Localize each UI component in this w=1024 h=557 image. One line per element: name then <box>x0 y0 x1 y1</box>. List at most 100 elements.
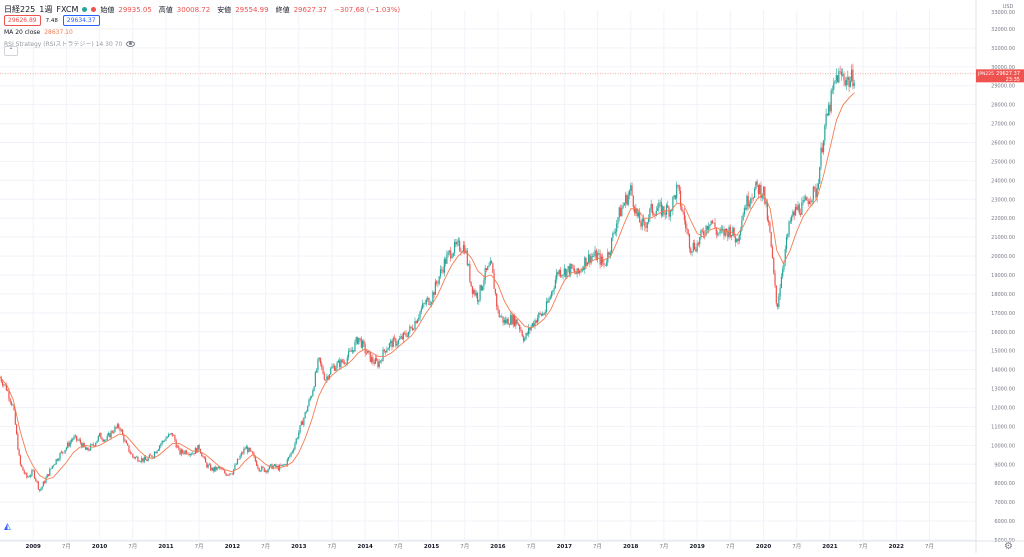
candle-body <box>708 226 710 230</box>
candle-body <box>14 410 16 425</box>
candle-body <box>302 421 304 425</box>
candle-body <box>271 464 273 469</box>
candle-body <box>123 434 125 442</box>
candle-body <box>536 317 539 323</box>
strategy-legend[interactable]: RSI Strategy (RSIストラテジー) 14 30 70 <box>4 39 136 48</box>
candle-body <box>69 441 71 447</box>
eye-icon[interactable] <box>126 40 136 47</box>
candle-body <box>700 230 702 238</box>
last-symbol-tag: JPN225 <box>977 71 994 77</box>
candle-body <box>548 298 550 303</box>
candle-body <box>81 443 83 448</box>
y-tick-label: 20000.00 <box>991 254 1015 260</box>
candle-body <box>699 237 701 245</box>
candle-body <box>737 238 739 242</box>
candle-body <box>727 231 729 238</box>
candle-body <box>355 337 357 342</box>
x-tick-label: 7月 <box>128 543 137 550</box>
candle-body <box>125 440 128 444</box>
candle-body <box>151 455 153 458</box>
candle-body <box>734 236 737 243</box>
candle-body <box>116 424 119 428</box>
candle-body <box>706 225 708 230</box>
interval[interactable]: 1週 <box>39 5 53 14</box>
candle-body <box>285 464 287 466</box>
candle-body <box>715 228 717 235</box>
candle-body <box>185 450 188 454</box>
candle-body <box>549 296 551 299</box>
candle-body <box>779 288 781 297</box>
candle-body <box>369 351 371 362</box>
candle-body <box>741 220 743 231</box>
candle-body <box>400 336 402 339</box>
candle-body <box>45 477 47 483</box>
candle-body <box>756 181 758 185</box>
candle-body <box>434 281 436 295</box>
last-price-tag-box <box>976 69 1024 83</box>
y-tick-label: 25000.00 <box>991 159 1015 165</box>
candle-body <box>82 443 84 448</box>
candle-body <box>724 228 726 236</box>
candle-body <box>257 465 259 469</box>
strategy-label: RSI Strategy (RSIストラテジー) 14 30 70 <box>4 41 123 48</box>
buy-button[interactable]: 29634.37 <box>62 15 100 26</box>
candle-body <box>676 184 678 199</box>
candle-body <box>558 269 560 275</box>
ma-legend[interactable]: MA 20 close 28637.10 <box>4 29 73 36</box>
grid <box>0 10 976 541</box>
candle-body <box>455 242 457 245</box>
candle-body <box>304 411 306 418</box>
candle-body <box>451 256 453 259</box>
candle-body <box>254 456 256 462</box>
candle-body <box>328 374 331 379</box>
candle-body <box>402 332 405 340</box>
candle-body <box>831 89 834 91</box>
candle-body <box>132 453 134 457</box>
candle-body <box>631 185 633 196</box>
candle-body <box>415 321 417 324</box>
candle-body <box>696 243 698 252</box>
symbol-name[interactable]: 日経225 <box>4 5 36 14</box>
candle-body <box>153 452 156 457</box>
x-tick-label: 7月 <box>726 543 735 550</box>
sell-button[interactable]: 29626.89 <box>4 15 41 26</box>
candle-body <box>762 186 765 196</box>
gear-icon[interactable]: ⚙ <box>1004 541 1013 552</box>
candle-body <box>429 304 431 305</box>
candle-body <box>137 456 139 462</box>
candle-body <box>469 264 471 282</box>
candle-body <box>739 230 742 236</box>
candle-body <box>598 253 600 254</box>
high-label: 高値 <box>158 5 173 14</box>
candle-body <box>284 464 286 465</box>
candle-body <box>249 447 251 451</box>
price-axis[interactable]: 5000.006000.007000.008000.009000.0010000… <box>975 0 1024 553</box>
candle-body <box>719 228 721 233</box>
candle-body <box>317 359 319 371</box>
candle-body <box>840 71 843 76</box>
candle-body <box>120 429 122 431</box>
candle-body <box>783 261 785 270</box>
candle-body <box>165 438 167 441</box>
x-tick-label: 7月 <box>659 543 668 550</box>
candle-body <box>88 450 90 451</box>
time-axis[interactable]: 2009 7月 2010 7月 2011 7月 2012 7月 2013 7月 2014 7月 2015… <box>0 540 1024 550</box>
candle-body <box>141 458 143 462</box>
candle-body <box>50 468 52 470</box>
chevron-up-icon[interactable]: ⌃ <box>4 46 18 56</box>
candle-body <box>217 467 219 468</box>
x-tick-label: 2017 <box>557 544 572 550</box>
tradingview-logo-icon[interactable]: ◭ <box>4 522 11 532</box>
candle-body <box>392 337 394 348</box>
candle-body <box>811 199 813 203</box>
candle-body <box>733 227 735 237</box>
candle-body <box>233 469 235 475</box>
candle-body <box>70 440 73 442</box>
candle-body <box>405 333 407 336</box>
candle-body <box>281 464 283 466</box>
candle-body <box>820 147 822 168</box>
candle-body <box>203 456 205 458</box>
candle-body <box>697 243 700 245</box>
